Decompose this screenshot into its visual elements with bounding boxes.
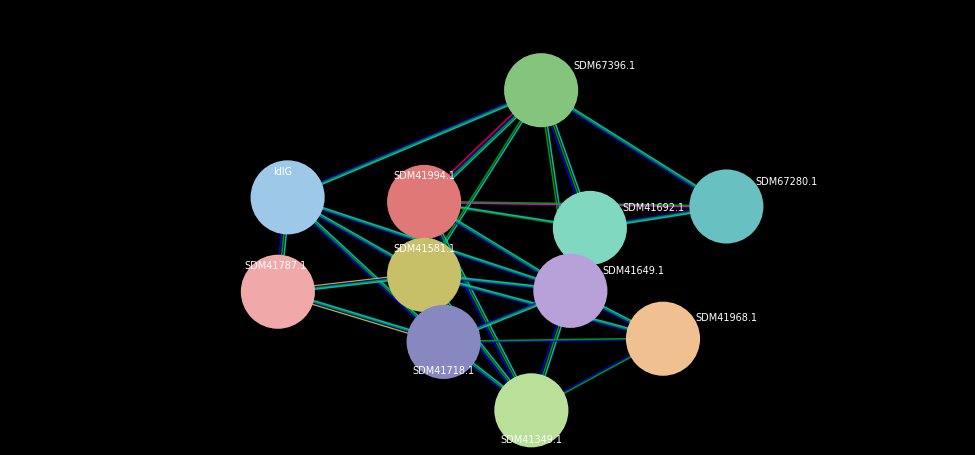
Text: SDM41787.1: SDM41787.1 <box>245 261 307 271</box>
Ellipse shape <box>494 374 568 447</box>
Text: SDM41692.1: SDM41692.1 <box>622 203 684 213</box>
Ellipse shape <box>387 166 461 239</box>
Ellipse shape <box>387 238 461 312</box>
Ellipse shape <box>241 255 315 329</box>
Text: SDM41349.1: SDM41349.1 <box>500 434 563 444</box>
Ellipse shape <box>626 302 700 376</box>
Text: SDM41718.1: SDM41718.1 <box>412 365 475 375</box>
Ellipse shape <box>689 170 763 244</box>
Text: SDM41581.1: SDM41581.1 <box>393 244 455 254</box>
Text: SDM41968.1: SDM41968.1 <box>695 312 758 322</box>
Text: SDM41994.1: SDM41994.1 <box>393 171 455 181</box>
Text: SDM67396.1: SDM67396.1 <box>573 61 636 71</box>
Ellipse shape <box>407 305 481 379</box>
Text: ldlG: ldlG <box>273 167 292 177</box>
Ellipse shape <box>533 254 607 328</box>
Ellipse shape <box>504 54 578 128</box>
Text: SDM67280.1: SDM67280.1 <box>756 177 818 187</box>
Text: SDM41649.1: SDM41649.1 <box>603 266 665 276</box>
Ellipse shape <box>251 161 325 235</box>
Ellipse shape <box>553 192 627 265</box>
